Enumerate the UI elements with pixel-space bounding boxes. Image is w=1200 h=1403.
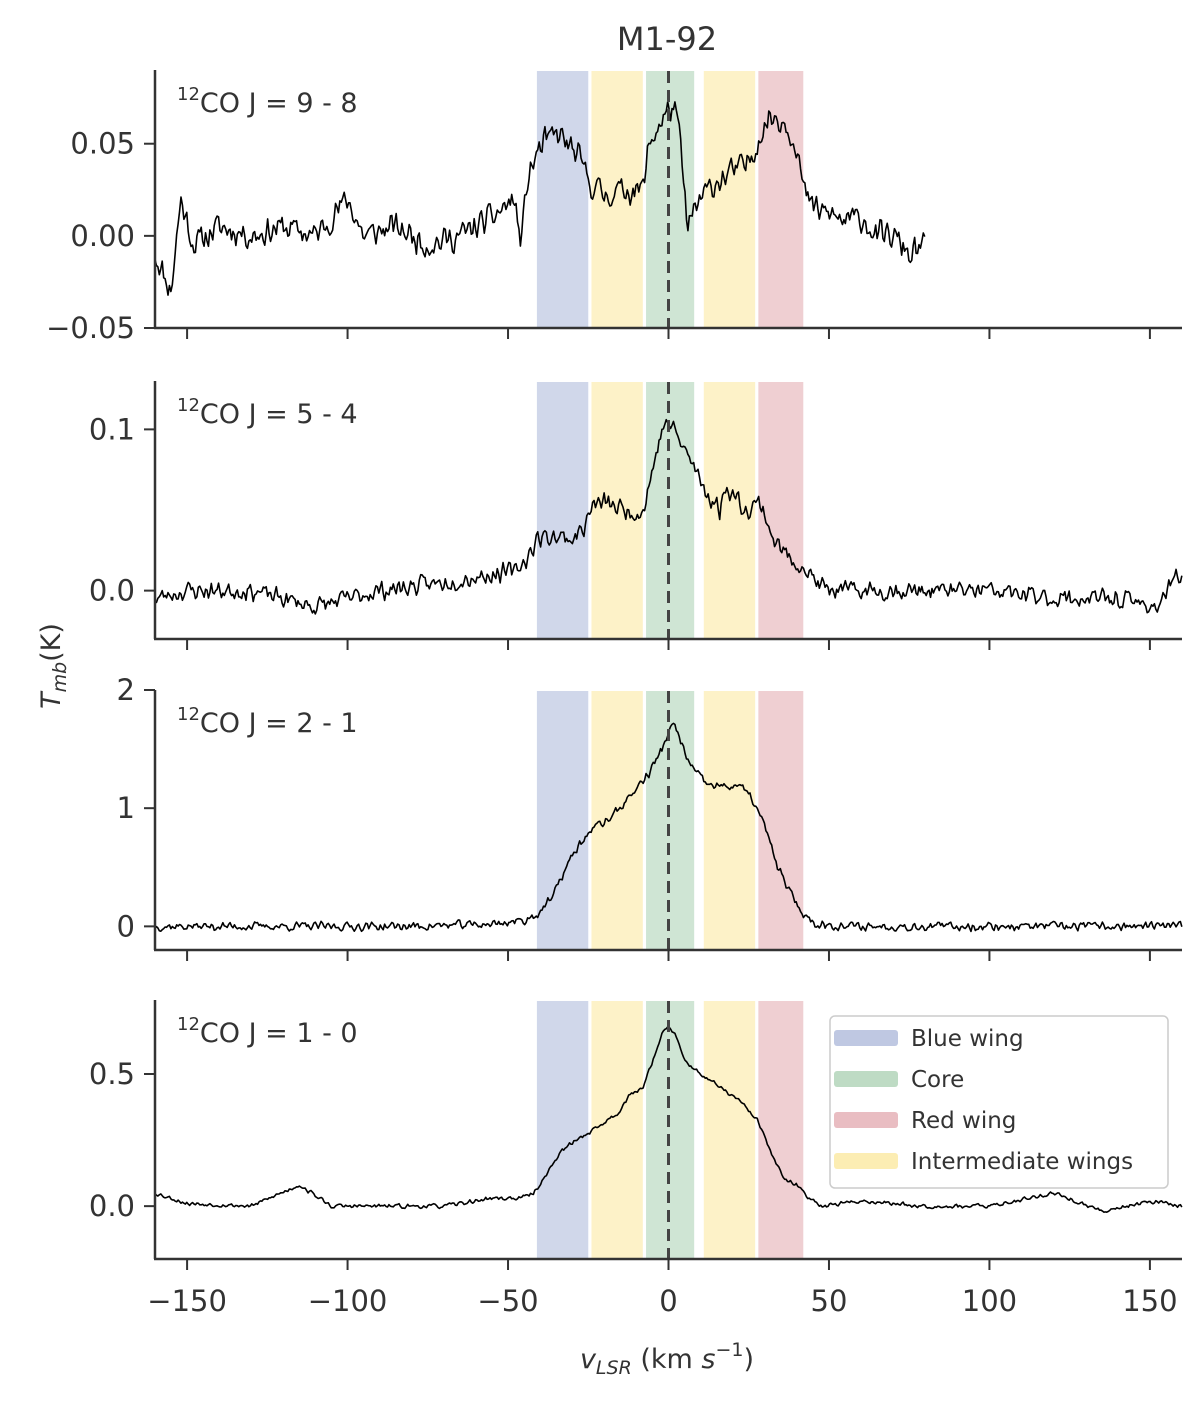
- region-intermediate-wings-2: [591, 691, 643, 950]
- x-tick-label: 100: [962, 1284, 1017, 1318]
- x-tick-label: 0: [659, 1284, 677, 1318]
- legend-swatch: [834, 1030, 898, 1046]
- panel-label: 12CO J = 2 - 1: [177, 704, 358, 739]
- panel-4: −150 −100 −50 0 50 100 150 0.5 0.0 12CO J = 1 - 0: [89, 1000, 1183, 1318]
- legend-label: Intermediate wings: [911, 1149, 1133, 1175]
- legend-box: [829, 1015, 1169, 1189]
- region-core-3: [646, 691, 695, 950]
- panel-label: 12CO J = 5 - 4: [177, 395, 358, 430]
- legend-label: Blue wing: [911, 1026, 1024, 1052]
- legend-swatch: [834, 1112, 898, 1128]
- y-tick-label: 0.05: [70, 127, 135, 161]
- region-blue-wing-1: [536, 71, 589, 328]
- legend-swatch: [834, 1153, 898, 1169]
- legend-label: Red wing: [911, 1108, 1016, 1134]
- region-blue-wing-1: [536, 691, 589, 950]
- legend: Blue wing Core Red wing Intermediate wings: [829, 1015, 1169, 1189]
- x-tick-label: 150: [1122, 1284, 1177, 1318]
- y-tick-label: 0.5: [89, 1057, 135, 1091]
- panel-label: 12CO J = 1 - 0: [177, 1014, 358, 1049]
- y-tick-label: 0.00: [70, 219, 135, 253]
- x-tick-label: −50: [477, 1284, 538, 1318]
- panel-2: 0.1 0.0 12CO J = 5 - 4: [89, 381, 1183, 650]
- y-axis-title: Tmb(K): [36, 623, 71, 709]
- region-core-3: [646, 71, 695, 328]
- region-core-3: [646, 382, 695, 639]
- y-tick-label: 0.0: [89, 1189, 135, 1223]
- region-intermediate-wings-4: [703, 1001, 756, 1259]
- panel-3: 2 1 0 12CO J = 2 - 1: [117, 673, 1183, 961]
- region-intermediate-wings-4: [703, 71, 756, 328]
- region-red-wing-5: [758, 691, 804, 950]
- chart-title: M1-92: [617, 20, 717, 58]
- panel-label: 12CO J = 9 - 8: [177, 84, 358, 119]
- region-red-wing-5: [758, 1001, 804, 1259]
- panel-1: 0.05 0.00 −0.05 12CO J = 9 - 8: [46, 70, 1182, 345]
- region-intermediate-wings-2: [591, 1001, 643, 1259]
- region-blue-wing-1: [536, 382, 589, 639]
- x-tick-label: −100: [308, 1284, 388, 1318]
- region-blue-wing-1: [536, 1001, 589, 1259]
- legend-label: Core: [911, 1067, 964, 1093]
- region-red-wing-5: [758, 382, 804, 639]
- y-tick-label: 0: [117, 909, 135, 943]
- x-axis-title: vLSR (km s−1): [580, 1339, 754, 1379]
- legend-swatch: [834, 1071, 898, 1087]
- region-red-wing-5: [758, 71, 804, 328]
- y-tick-label: 0.1: [89, 412, 135, 446]
- y-tick-label: −0.05: [46, 311, 135, 345]
- region-core-3: [646, 1001, 695, 1259]
- y-tick-label: 1: [117, 791, 135, 825]
- x-tick-label: 50: [811, 1284, 848, 1318]
- y-tick-label: 2: [117, 673, 135, 707]
- region-intermediate-wings-4: [703, 691, 756, 950]
- spectrum-line: [154, 100, 926, 296]
- y-tick-label: 0.0: [89, 574, 135, 608]
- region-intermediate-wings-2: [591, 71, 643, 328]
- x-tick-label: −150: [147, 1284, 227, 1318]
